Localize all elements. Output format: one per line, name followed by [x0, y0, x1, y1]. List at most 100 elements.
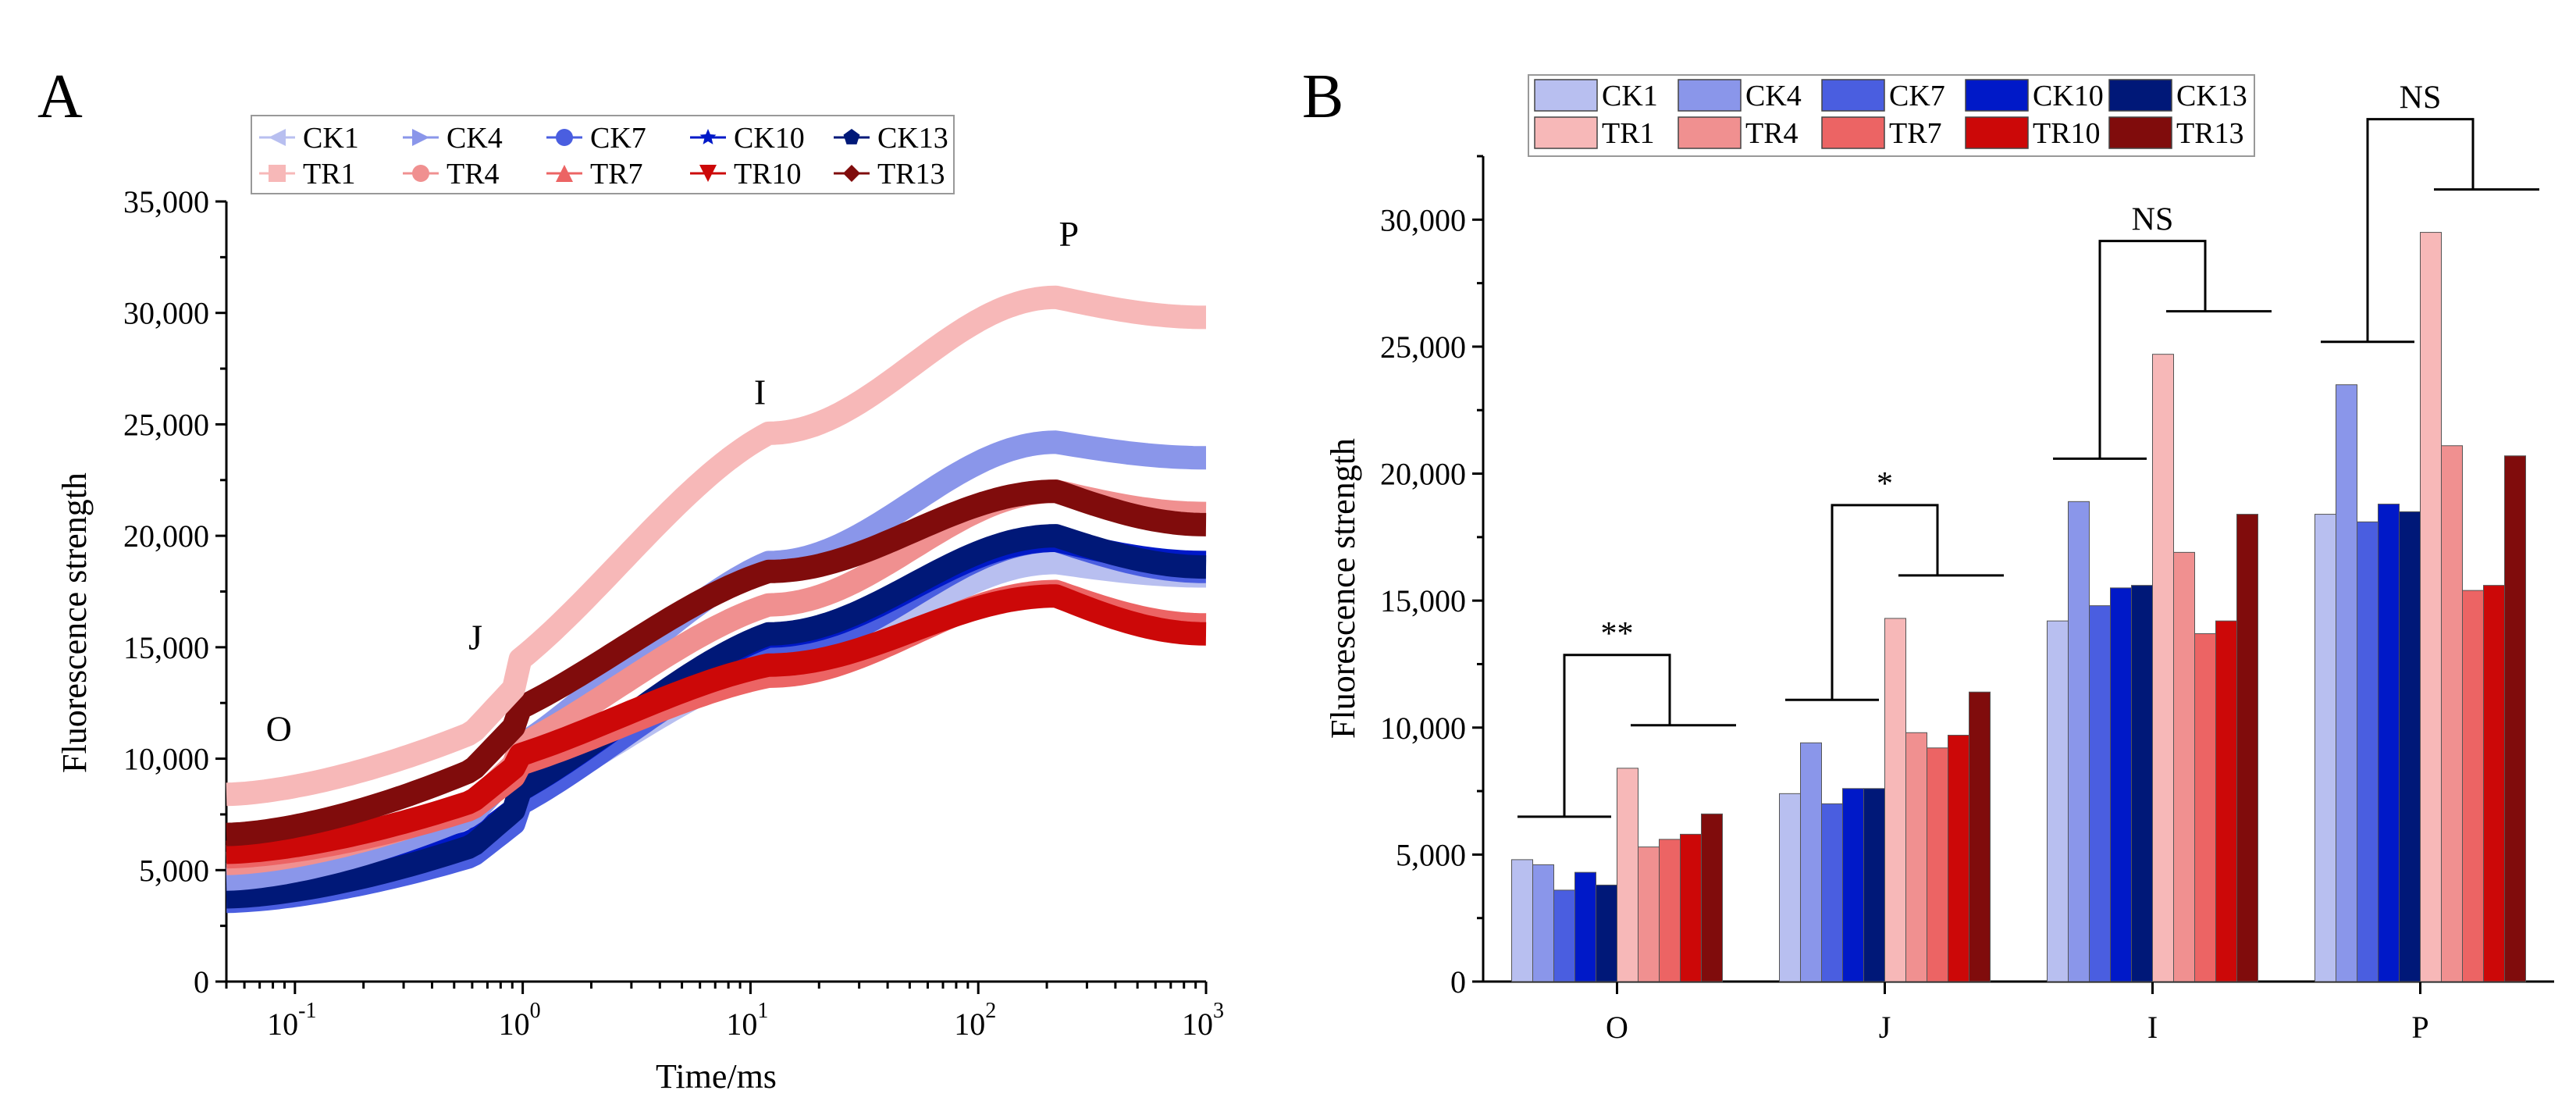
chart-b-x-tick-label: O: [1606, 1010, 1628, 1045]
chart-b-legend-item-ck13: CK13: [2108, 79, 2247, 112]
chart-b-sig-connector: [2098, 240, 2207, 459]
chart-b-y-tick-label: 0: [1450, 964, 1466, 1000]
chart-a-legend-item-ck13: CK13: [834, 122, 948, 155]
chart-b-bar-i-ck4: [2068, 501, 2090, 982]
chart-b-bar-p-ck13: [2399, 511, 2421, 982]
chart-b-x-tick-label: I: [2147, 1010, 2158, 1045]
chart-b-bar-p-tr4: [2441, 445, 2463, 982]
chart-a-legend-item-ck7: CK7: [546, 122, 646, 155]
chart-a-legend-marker-circle-icon: [412, 165, 429, 182]
chart-b-legend-item-ck7: CK7: [1821, 79, 1945, 112]
chart-b-legend-item-tr10: TR10: [1965, 116, 2101, 150]
chart-b-legend-label: CK1: [1602, 80, 1658, 112]
chart-a-x-tick-label: 10-1: [267, 999, 316, 1042]
chart-a-legend-label: CK4: [447, 122, 503, 155]
chart-a-legend-item-tr7: TR7: [546, 158, 643, 191]
chart-b-sig-bracket-o: **: [1517, 616, 1736, 818]
chart-a-legend-label: TR13: [877, 158, 945, 191]
chart-b-legend-label: TR7: [1889, 117, 1942, 150]
chart-a-legend-label: CK7: [590, 122, 646, 155]
chart-b-bar-p-ck10: [2378, 504, 2400, 982]
chart-b-y-tick-label: 30,000: [1380, 202, 1466, 237]
chart-b-y-tick-label: 20,000: [1380, 457, 1466, 492]
chart-b-bar-o-tr1: [1617, 768, 1638, 982]
chart-a-legend-label: CK1: [303, 122, 359, 155]
chart-a-legend-item-ck10: CK10: [690, 122, 805, 155]
chart-b-legend-swatch: [2108, 116, 2172, 149]
chart-a-legend-item-ck4: CK4: [403, 122, 503, 155]
chart-b-sig-label: NS: [2132, 202, 2174, 238]
chart-a-legend-marker-triangle-left-icon: [269, 129, 286, 146]
chart-b-sig-label: *: [1877, 466, 1893, 502]
chart-b-legend-swatch: [2108, 79, 2172, 112]
chart-b-x-tick-label: P: [2411, 1010, 2428, 1045]
chart-b-bar-p-ck7: [2357, 521, 2379, 982]
chart-b-legend-item-tr13: TR13: [2108, 116, 2244, 150]
chart-b-bar-i-ck7: [2089, 605, 2111, 982]
chart-a-phase-label-p: P: [1059, 214, 1080, 254]
chart-b-legend-item-tr7: TR7: [1821, 116, 1942, 150]
chart-a-phase-label-o: O: [266, 709, 292, 749]
chart-b-bar-i-tr1: [2152, 354, 2174, 982]
chart-b-bars: [1511, 232, 2526, 982]
chart-b-y-label: Fluorescence strength: [1324, 438, 1362, 739]
chart-b-legend-label: CK4: [1745, 80, 1802, 112]
chart-a-y-tick-label: 20,000: [123, 519, 209, 554]
chart-a-y-tick-label: 10,000: [123, 742, 209, 777]
chart-b-sig-connector: [2366, 118, 2475, 342]
chart-b-y-tick-label: 5,000: [1396, 837, 1466, 872]
chart-b-bar-o-tr7: [1659, 839, 1681, 982]
chart-b-bar-j-ck1: [1779, 793, 1801, 982]
chart-a-legend-item-tr10: TR10: [690, 158, 802, 191]
chart-b-bar-j-tr7: [1927, 747, 1948, 982]
chart-b-bar-i-tr10: [2215, 620, 2237, 982]
chart-b-legend-label: CK13: [2176, 80, 2247, 112]
chart-b-bar-j-ck7: [1821, 803, 1843, 982]
chart-a-series-tr10: [221, 584, 1212, 864]
chart-b-legend-swatch: [1821, 79, 1885, 112]
chart-a-series-tr13: [221, 479, 1212, 846]
chart-b-legend-label: TR4: [1745, 117, 1799, 150]
chart-a-phase-label-j: J: [468, 618, 482, 658]
chart-a-legend-label: TR4: [447, 158, 500, 191]
chart-b-legend-item-ck10: CK10: [1965, 79, 2104, 112]
chart-a-x-label: Time/ms: [656, 1057, 777, 1096]
chart-a-legend-label: CK13: [877, 122, 948, 155]
chart-b-bar-o-tr13: [1701, 813, 1723, 982]
chart-b-legend-swatch: [1965, 116, 2029, 149]
chart-b-bar-o-ck1: [1511, 859, 1533, 982]
chart-a-axes: 0 5,000 10,000 15,000 20,000 25,000 30,000 35,0…: [55, 184, 1224, 1096]
chart-b-legend-label: CK7: [1889, 80, 1945, 112]
chart-a-legend-marker-pentagon-icon: [843, 129, 860, 144]
chart-b-bar-i-ck13: [2131, 585, 2153, 982]
chart-b-bar-o-ck10: [1574, 871, 1596, 982]
chart-a-phase-label-i: I: [754, 372, 766, 412]
chart-a-legend-item-tr4: TR4: [403, 158, 500, 191]
chart-b-y-tick-label: 25,000: [1380, 330, 1466, 365]
chart-b-legend-swatch: [1534, 116, 1598, 149]
chart-b-y-tick-label: 15,000: [1380, 583, 1466, 618]
chart-a-y-tick-label: 30,000: [123, 296, 209, 331]
chart-b-legend: CK1 CK4 CK7 CK10 CK13 TR1 TR4 TR7 TR10 TR13: [1528, 74, 2255, 157]
chart-a-legend-label: CK10: [734, 122, 805, 155]
chart-b-bar-j-ck4: [1800, 742, 1822, 982]
chart-b-sig-bracket-j: *: [1785, 466, 2004, 701]
chart-b-legend-label: TR1: [1602, 117, 1655, 150]
chart-b-bar-i-tr7: [2194, 633, 2216, 982]
chart-b-sig-bracket-i: NS: [2053, 202, 2272, 460]
chart-b-bar-p-tr7: [2462, 590, 2484, 982]
chart-b-legend-label: CK10: [2033, 80, 2104, 112]
chart-a-legend-item-tr1: TR1: [259, 158, 356, 191]
chart-a-legend-label: TR10: [734, 158, 802, 191]
chart-b-bar-p-ck4: [2336, 384, 2357, 982]
chart-b-bar-p-tr1: [2420, 232, 2442, 982]
chart-a-legend-marker-diamond-icon: [843, 165, 860, 182]
chart-a-line-tr1: [221, 285, 1212, 807]
chart-b-bar-j-tr10: [1948, 735, 1969, 982]
chart-b-legend-swatch: [1821, 116, 1885, 149]
chart-a-y-tick-label: 35,000: [123, 184, 209, 219]
chart-b-bar-o-ck7: [1553, 889, 1575, 982]
chart-b-sig-connector: [1831, 504, 1939, 700]
panel-letter-b: B: [1302, 62, 1343, 131]
